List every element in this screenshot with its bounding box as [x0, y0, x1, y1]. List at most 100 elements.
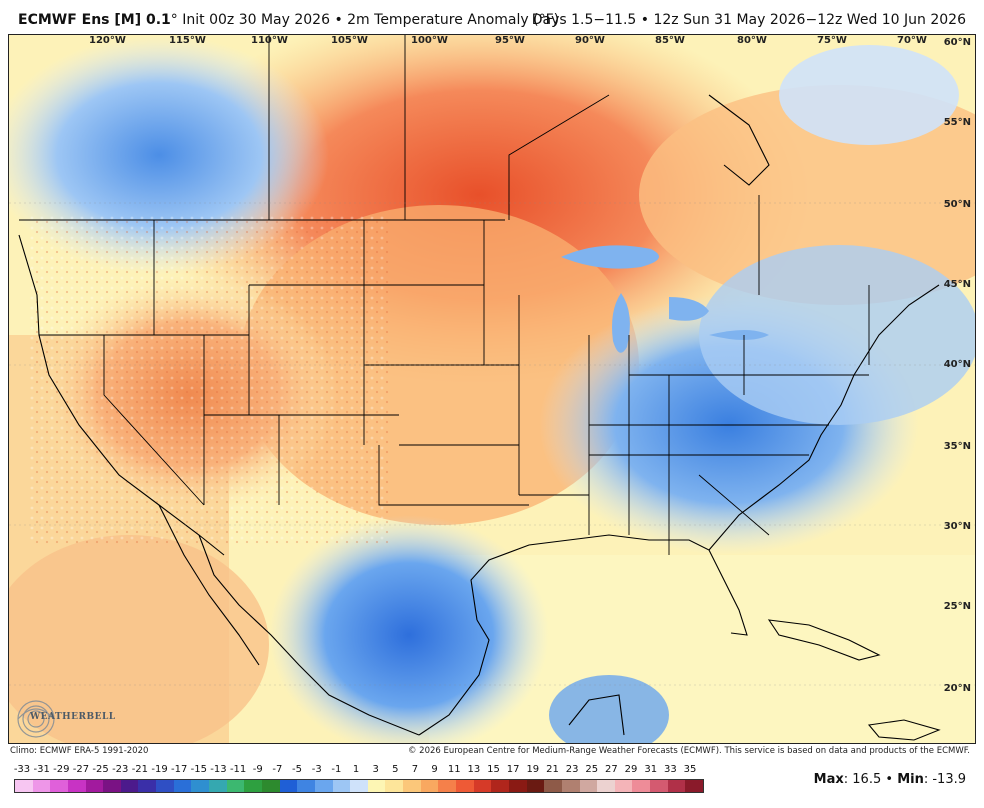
legend-swatch [685, 780, 703, 792]
legend-tick-label: 29 [624, 764, 638, 775]
lon-label: 105°W [331, 35, 368, 46]
legend-swatch [597, 780, 615, 792]
legend-swatch [579, 780, 598, 792]
legend-swatch [32, 780, 51, 792]
legend-tick-label: -23 [112, 764, 129, 775]
legend-swatch [173, 780, 192, 792]
legend-tick-label: 1 [352, 764, 360, 775]
legend-tick-label: 35 [683, 764, 697, 775]
legend-swatch [226, 780, 245, 792]
legend-ticks: -33 -31 -29 -27 -25 -23 -21 -19 -17 -15 -13 -11 -9 -7… [14, 764, 704, 778]
legend-tick-label: -15 [190, 764, 207, 775]
legend-tick-label: 3 [372, 764, 379, 775]
legend-swatch [438, 780, 457, 792]
legend-tick-label: -25 [92, 764, 109, 775]
lon-label: 80°W [737, 35, 767, 46]
legend-swatch [156, 780, 174, 792]
legend-swatch [473, 780, 492, 792]
legend-swatch [332, 780, 351, 792]
legend-tick-label: -33 [13, 764, 31, 775]
legend-swatch [50, 780, 68, 792]
variable-name: • 2m Temperature Anomaly (°F) [334, 12, 560, 28]
max-value: : 16.5 [843, 772, 882, 787]
legend-tick-label: 31 [644, 764, 658, 775]
model-name: ECMWF Ens [M] 0.1 [18, 12, 171, 28]
legend-tick-label: 17 [506, 764, 520, 775]
lat-label: 45°N [943, 279, 971, 290]
legend-tick-label: -31 [33, 764, 50, 775]
legend-swatch [456, 780, 474, 792]
legend-swatch [403, 780, 421, 792]
legend-swatch [279, 780, 298, 792]
legend-swatch [138, 780, 157, 792]
legend-swatch [544, 780, 562, 792]
legend-tick-label: 7 [411, 764, 419, 775]
legend-tick-label: -11 [229, 764, 247, 775]
legend-tick-label: 21 [546, 764, 559, 775]
legend-tick-label: 19 [526, 764, 540, 775]
lon-label: 95°W [495, 35, 525, 46]
lon-label: 85°W [655, 35, 685, 46]
legend-swatch [667, 780, 686, 792]
legend-tick-label: -1 [331, 764, 342, 775]
max-label: Max [813, 772, 844, 787]
legend-swatch [103, 780, 121, 792]
lon-label: 120°W [89, 35, 126, 46]
legend-tick-label: -5 [292, 764, 303, 775]
lat-label: 25°N [943, 601, 971, 612]
legend-tick-label: -9 [252, 764, 263, 775]
lon-label: 110°W [251, 35, 288, 46]
legend-tick-label: -29 [53, 764, 70, 775]
legend-swatch [650, 780, 668, 792]
legend-swatch [561, 780, 580, 792]
legend-swatch [491, 780, 509, 792]
legend-swatch [614, 780, 633, 792]
legend-tick-label: 23 [565, 764, 579, 775]
legend-tick-label: -17 [171, 764, 188, 775]
map-title: ECMWF Ens [M] 0.1° Init 00z 30 May 2026 … [18, 12, 559, 28]
legend-swatch [209, 780, 227, 792]
lat-label: 30°N [943, 521, 971, 532]
lon-label: 115°W [169, 35, 206, 46]
legend-tick-label: -3 [311, 764, 322, 775]
legend-swatch [350, 780, 368, 792]
lat-label: 20°N [943, 683, 971, 694]
degree-symbol: ° [170, 12, 178, 28]
legend-swatch [297, 780, 315, 792]
init-time: Init 00z 30 May 2026 [182, 12, 330, 28]
legend-tick-label: 25 [585, 764, 599, 775]
lon-label: 90°W [575, 35, 605, 46]
anomaly-map: 120°W 115°W 110°W 105°W 100°W 95°W 90°W … [8, 34, 976, 744]
legend-tick-label: 5 [392, 764, 399, 775]
lon-label: 75°W [817, 35, 847, 46]
legend-swatch [191, 780, 210, 792]
legend-tick-label: 11 [447, 764, 461, 775]
legend-tick-label: 27 [605, 764, 618, 775]
legend-swatch [244, 780, 262, 792]
map-canvas [9, 35, 975, 743]
legend-swatch [367, 780, 386, 792]
legend-tick-label: 15 [487, 764, 500, 775]
header: ECMWF Ens [M] 0.1° Init 00z 30 May 2026 … [0, 0, 984, 34]
max-min-readout: Max: 16.5 • Min: -13.9 [814, 772, 966, 787]
legend-swatch [632, 780, 651, 792]
ecmwf-copyright: © 2026 European Centre for Medium-Range … [407, 746, 970, 756]
logo-swirl-icon [17, 700, 55, 738]
lat-label: 35°N [943, 441, 971, 452]
legend-swatch [385, 780, 404, 792]
lat-label: 55°N [943, 117, 971, 128]
legend-swatch [85, 780, 104, 792]
legend-swatch [314, 780, 333, 792]
legend-swatch [67, 780, 86, 792]
legend-tick-label: 13 [467, 764, 481, 775]
legend-swatch [261, 780, 280, 792]
legend-swatch [508, 780, 527, 792]
legend-tick-label: 33 [663, 764, 677, 775]
lat-label: 40°N [943, 359, 971, 370]
color-legend: -33 -31 -29 -27 -25 -23 -21 -19 -17 -15 -13 -11 -9 -7… [14, 764, 704, 800]
legend-tick-label: 9 [431, 764, 438, 775]
legend-colorbar [14, 779, 704, 793]
legend-swatch [420, 780, 439, 792]
legend-swatch [120, 780, 139, 792]
min-value: : -13.9 [923, 772, 966, 787]
